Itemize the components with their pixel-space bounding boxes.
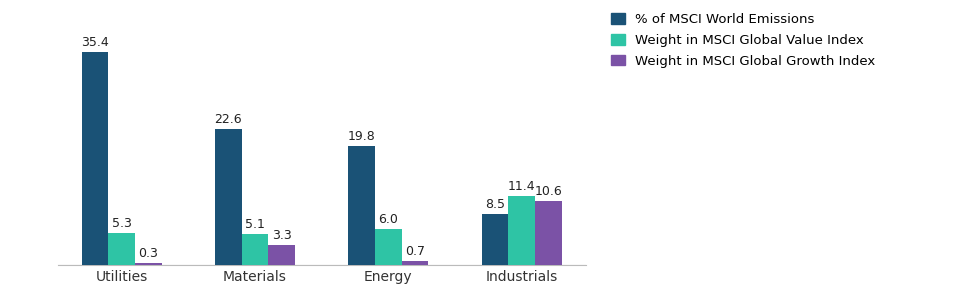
Bar bbox=[242, 234, 268, 265]
Bar bbox=[215, 129, 242, 265]
Bar bbox=[108, 233, 135, 265]
Legend: % of MSCI World Emissions, Weight in MSCI Global Value Index, Weight in MSCI Glo: % of MSCI World Emissions, Weight in MSC… bbox=[612, 13, 876, 67]
Text: 11.4: 11.4 bbox=[508, 180, 536, 193]
Text: 35.4: 35.4 bbox=[81, 36, 108, 49]
Text: 6.0: 6.0 bbox=[378, 213, 398, 226]
Text: 22.6: 22.6 bbox=[214, 113, 242, 126]
Text: 3.3: 3.3 bbox=[272, 229, 292, 242]
Bar bbox=[82, 52, 108, 265]
Bar bbox=[135, 263, 161, 265]
Text: 0.3: 0.3 bbox=[138, 247, 158, 260]
Text: 5.1: 5.1 bbox=[245, 218, 265, 231]
Bar bbox=[268, 245, 295, 265]
Text: 19.8: 19.8 bbox=[348, 130, 375, 143]
Bar bbox=[375, 229, 401, 265]
Bar bbox=[482, 214, 508, 265]
Text: 0.7: 0.7 bbox=[405, 245, 425, 258]
Bar bbox=[348, 146, 375, 265]
Text: 10.6: 10.6 bbox=[535, 185, 563, 198]
Text: 8.5: 8.5 bbox=[485, 198, 505, 211]
Bar bbox=[535, 201, 562, 265]
Text: 5.3: 5.3 bbox=[111, 217, 132, 230]
Bar bbox=[401, 261, 428, 265]
Bar bbox=[508, 196, 535, 265]
